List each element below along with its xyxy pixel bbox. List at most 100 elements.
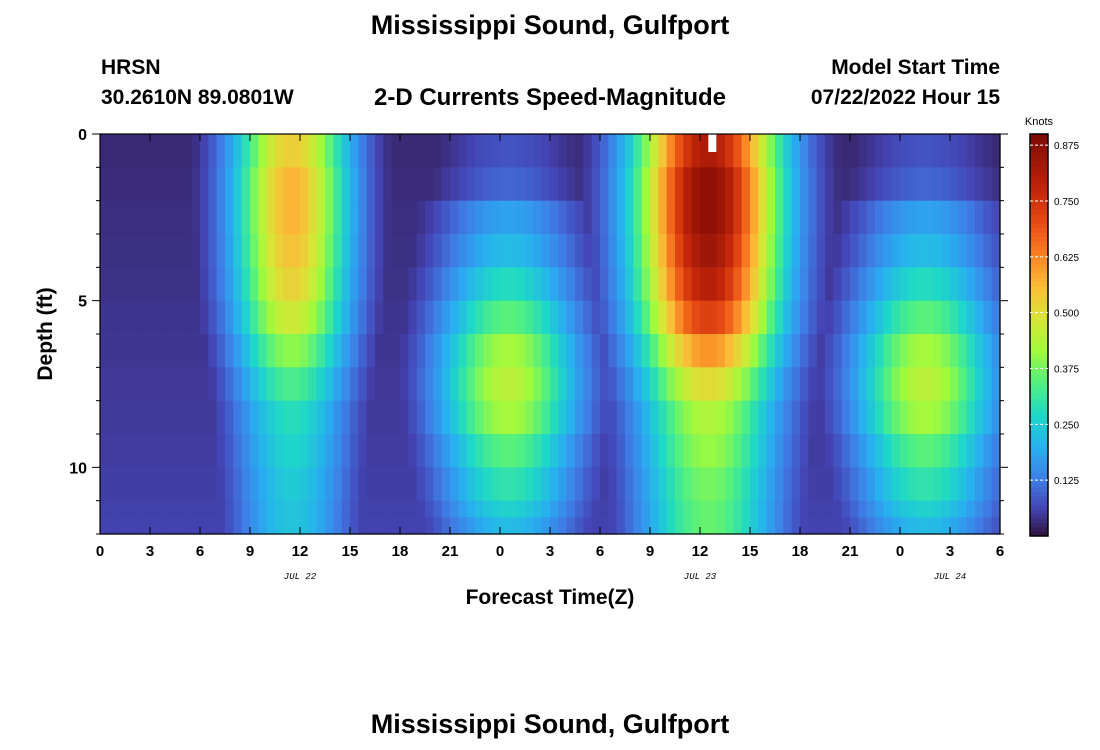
x-tick-label: 15 (742, 543, 759, 560)
heatmap-cell (375, 467, 384, 502)
heatmap-cell (183, 234, 193, 268)
heatmap-cell (875, 400, 884, 435)
heatmap-cell (675, 334, 684, 368)
heatmap-cell (566, 234, 576, 268)
heatmap-cell (933, 267, 943, 302)
x-tick-label: 6 (996, 543, 1004, 560)
heatmap-cell (550, 234, 559, 268)
heatmap-cell (766, 234, 776, 268)
heatmap-cell (850, 517, 859, 535)
heatmap-cell (883, 234, 893, 268)
heatmap-cell (283, 267, 293, 302)
heatmap-cell (958, 367, 968, 402)
heatmap-cell (408, 134, 418, 168)
heatmap-cell (733, 434, 743, 468)
heatmap-cell (316, 367, 326, 402)
heatmap-cell (691, 234, 701, 268)
y-tick-label: 5 (78, 294, 87, 311)
heatmap-cell (100, 367, 109, 402)
heatmap-cell (891, 500, 901, 518)
heatmap-cell (475, 467, 484, 502)
heatmap-cell (908, 467, 918, 502)
heatmap-cell (991, 434, 1001, 468)
colorbar-cell (1030, 343, 1048, 349)
heatmap-cell (933, 334, 943, 368)
heatmap-cell (483, 267, 493, 302)
heatmap-cell (358, 434, 368, 468)
heatmap-cell (666, 367, 676, 402)
heatmap-cell (166, 134, 176, 168)
heatmap-cell (841, 167, 851, 202)
heatmap-cell (591, 434, 601, 468)
heatmap-cell (800, 267, 809, 302)
heatmap-cell (191, 467, 201, 502)
heatmap-cell (533, 300, 543, 335)
heatmap-cell (808, 467, 818, 502)
heatmap-cell (250, 400, 259, 435)
heatmap-cell (625, 434, 634, 468)
heatmap-cell (816, 400, 826, 435)
heatmap-cell (608, 167, 618, 202)
model-start-time: 07/22/2022 Hour 15 (810, 86, 1000, 109)
heatmap-cell (675, 400, 684, 435)
heatmap-cell (366, 334, 376, 368)
heatmap-cell (116, 467, 126, 502)
heatmap-cell (508, 367, 518, 402)
heatmap-cell (825, 434, 834, 468)
heatmap-cell (600, 517, 609, 535)
heatmap-cell (250, 234, 259, 268)
colorbar-cell (1030, 165, 1048, 171)
heatmap-cell (991, 167, 1001, 202)
heatmap-cell (625, 300, 634, 335)
heatmap-cell (116, 200, 126, 235)
heatmap-cell (883, 167, 893, 202)
heatmap-cell (575, 300, 584, 335)
heatmap-cell (158, 167, 168, 202)
heatmap-cell (141, 200, 151, 235)
heatmap-cell (441, 200, 451, 235)
heatmap-cell (883, 434, 893, 468)
colorbar-cell (1030, 451, 1048, 457)
colorbar-cell (1030, 303, 1048, 309)
heatmap-cell (925, 234, 934, 268)
heatmap-cell (558, 267, 568, 302)
heatmap-cell (191, 334, 201, 368)
heatmap-cell (175, 134, 184, 168)
heatmap-cell (591, 267, 601, 302)
heatmap-cell (800, 400, 809, 435)
heatmap-cell (708, 167, 718, 202)
heatmap-cell (283, 517, 293, 535)
heatmap-cell (975, 500, 984, 518)
colorbar-cell (1030, 294, 1048, 300)
heatmap-cell (458, 434, 468, 468)
heatmap-cell (558, 367, 568, 402)
heatmap-cell (683, 234, 693, 268)
heatmap-cell (733, 167, 743, 202)
heatmap-cell (475, 400, 484, 435)
heatmap-cell (933, 134, 943, 168)
heatmap-cell (108, 167, 118, 202)
heatmap-cell (141, 467, 151, 502)
heatmap-cell (541, 167, 551, 202)
heatmap-cell (891, 467, 901, 502)
heatmap-cell (983, 500, 993, 518)
heatmap-cell (741, 400, 751, 435)
heatmap-cell (733, 334, 743, 368)
heatmap-cell (825, 234, 834, 268)
heatmap-cell (675, 200, 684, 235)
heatmap-cell (900, 300, 909, 335)
heatmap-cell (416, 517, 426, 535)
heatmap-cell (125, 500, 134, 518)
heatmap-cell (133, 334, 143, 368)
heatmap-cell (991, 267, 1001, 302)
heatmap-cell (216, 467, 226, 502)
heatmap-cell (916, 367, 926, 402)
colorbar-cell (1030, 361, 1048, 367)
heatmap-cell (466, 200, 476, 235)
heatmap-cell (108, 267, 118, 302)
heatmap-cell (925, 134, 934, 168)
heatmap-cell (941, 300, 951, 335)
heatmap-cell (200, 267, 209, 302)
heatmap-cell (291, 367, 301, 402)
heatmap-cell (558, 234, 568, 268)
